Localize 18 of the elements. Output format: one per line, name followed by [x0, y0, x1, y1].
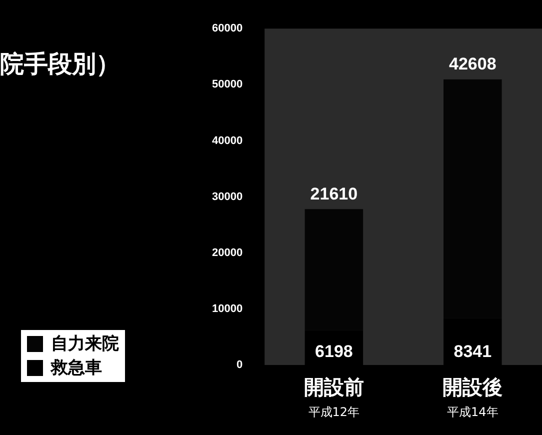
y-tick-label: 30000 [212, 190, 243, 203]
data-label: 8341 [454, 342, 492, 362]
data-label: 6198 [315, 342, 353, 362]
x-tick-label: 開設前 [304, 375, 364, 400]
text: 平成12年 [308, 405, 360, 420]
data-label: 42608 [449, 54, 496, 74]
legend-label: 救急車 [51, 357, 102, 380]
x-tick-label: 開設後 [442, 375, 503, 400]
data-label: 21610 [310, 184, 358, 204]
text: 院手段別） [0, 49, 120, 80]
text: 平成14年 [447, 405, 498, 420]
y-tick-label: 50000 [212, 78, 243, 91]
y-tick-label: 20000 [212, 246, 243, 259]
y-tick-label: 0 [236, 359, 243, 372]
y-tick-label: 10000 [212, 302, 243, 315]
y-tick-label: 40000 [212, 134, 243, 147]
legend-label: 自力来院 [51, 333, 119, 356]
y-tick-label: 60000 [212, 22, 243, 35]
